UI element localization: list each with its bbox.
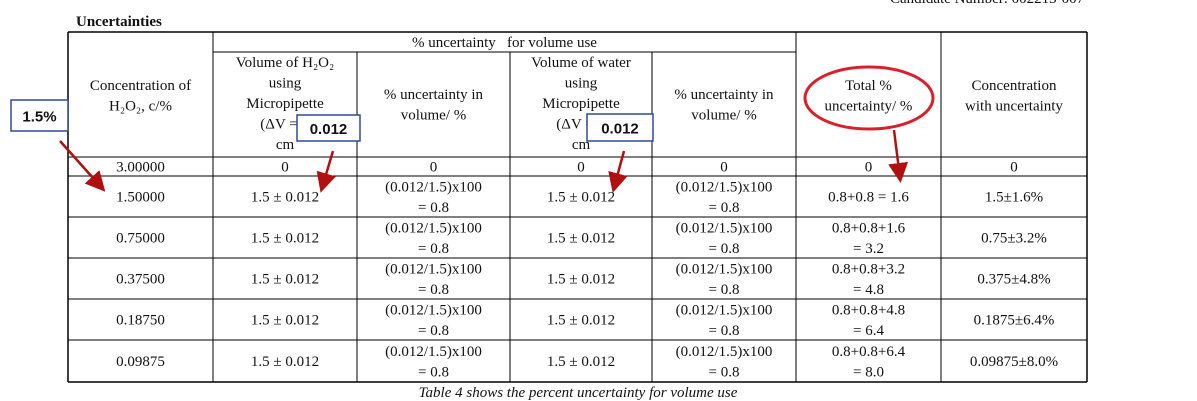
table-cell: 0.8+0.8+6.4 [832,344,906,360]
column-header: with uncertainty [965,98,1063,114]
table-cell: 1.5±1.6% [985,190,1043,206]
column-header: volume/ % [401,107,466,123]
table-cell: = 0.8 [418,200,449,216]
annotation-label: 1.5% [22,109,56,126]
column-header: Micropipette [542,96,620,112]
table-cell: = 4.8 [853,282,884,298]
table-cell: 0.09875 [116,354,165,370]
table-cell: (0.012/1.5)x100 [676,220,773,236]
table-cell: (0.012/1.5)x100 [676,179,773,195]
table-cell: (0.012/1.5)x100 [385,261,482,277]
annotation-arrow [608,150,628,193]
table-cell: (0.012/1.5)x100 [676,261,773,277]
column-header: H₂O₂, c/% [109,98,172,114]
table-cell: 0 [1010,160,1018,176]
table-cell: 1.5 ± 0.012 [251,272,319,288]
column-header: using [565,76,598,92]
annotation-label: 0.012 [310,121,348,138]
table-cell: 0 [720,160,728,176]
column-header: Volume of H₂O₂ [236,55,335,71]
table-cell: 1.5 ± 0.012 [547,272,615,288]
annotation-box [586,113,654,142]
table-cell: 0.8+0.8+3.2 [832,261,905,277]
table-cell: 1.5 ± 0.012 [251,231,319,247]
table-cell: 0.75000 [116,231,165,247]
table-cell: = 0.8 [418,323,449,339]
section-title: Uncertainties [76,14,162,30]
table-cell: = 3.2 [853,241,884,257]
table-cell: 0 [577,160,585,176]
annotation-label: 0.012 [601,121,639,138]
column-header: Total % [845,78,892,94]
table-cell: = 0.8 [418,241,449,257]
annotation-box [296,114,361,142]
table-cell: 0 [430,160,438,176]
table-cell: = 0.8 [709,364,740,380]
table-cell: (0.012/1.5)x100 [385,179,482,195]
column-header: Volume of water [531,55,631,71]
annotation-arrow [59,140,106,192]
table-cell: (0.012/1.5)x100 [676,302,773,318]
table-cell: 3.00000 [116,160,165,176]
column-header: cm [572,137,591,153]
column-header: Micropipette [246,96,324,112]
candidate-number: Candidate Number: 002213-007 [890,0,1085,7]
table-cell: (0.012/1.5)x100 [385,302,482,318]
table-cell: 0.8+0.8+4.8 [832,302,905,318]
table-cell: = 0.8 [709,323,740,339]
annotation-arrow [316,150,336,193]
column-header: Concentration of [90,78,191,94]
column-header: using [269,76,302,92]
table-cell: = 0.8 [709,282,740,298]
table-cell: (0.012/1.5)x100 [385,220,482,236]
table-cell: = 0.8 [709,200,740,216]
annotation-arrow [888,129,909,183]
group-header: % uncertainty for volume use [412,35,597,51]
table-cell: 0.37500 [116,272,165,288]
column-header: Concentration [972,78,1057,94]
table-cell: 1.5 ± 0.012 [251,313,319,329]
table-cell: 0 [865,160,873,176]
table-cell: 1.5 ± 0.012 [251,190,319,206]
table-cell: 1.5 ± 0.012 [251,354,319,370]
table-cell: = 0.8 [709,241,740,257]
annotation-box [10,99,69,132]
column-header: % uncertainty in [674,87,774,103]
table-cell: 0.09875±8.0% [970,354,1058,370]
table-cell: = 0.8 [418,282,449,298]
table-cell: 1.5 ± 0.012 [547,231,615,247]
table-cell: 0.75±3.2% [981,231,1047,247]
column-header: % uncertainty in [384,87,484,103]
table-cell: 0 [281,160,289,176]
table-cell: 1.5 ± 0.012 [547,190,615,206]
column-header: cm [276,137,295,153]
column-header: uncertainty/ % [825,98,913,114]
column-header: volume/ % [691,107,756,123]
table-cell: (0.012/1.5)x100 [385,344,482,360]
table-cell: 0.8+0.8+1.6 [832,220,906,236]
table-caption: Table 4 shows the percent uncertainty fo… [419,385,738,401]
table-cell: = 6.4 [853,323,884,339]
table-cell: 0.375±4.8% [977,272,1050,288]
table-cell: (0.012/1.5)x100 [676,344,773,360]
table-cell: 1.5 ± 0.012 [547,313,615,329]
table-cell: 1.50000 [116,190,165,206]
table-cell: = 0.8 [418,364,449,380]
table-cell: = 8.0 [853,364,884,380]
table-cell: 1.5 ± 0.012 [547,354,615,370]
table-cell: 0.8+0.8 = 1.6 [828,190,909,206]
table-cell: 0.18750 [116,313,165,329]
annotation-circle [803,65,935,131]
table-cell: 0.1875±6.4% [974,313,1055,329]
